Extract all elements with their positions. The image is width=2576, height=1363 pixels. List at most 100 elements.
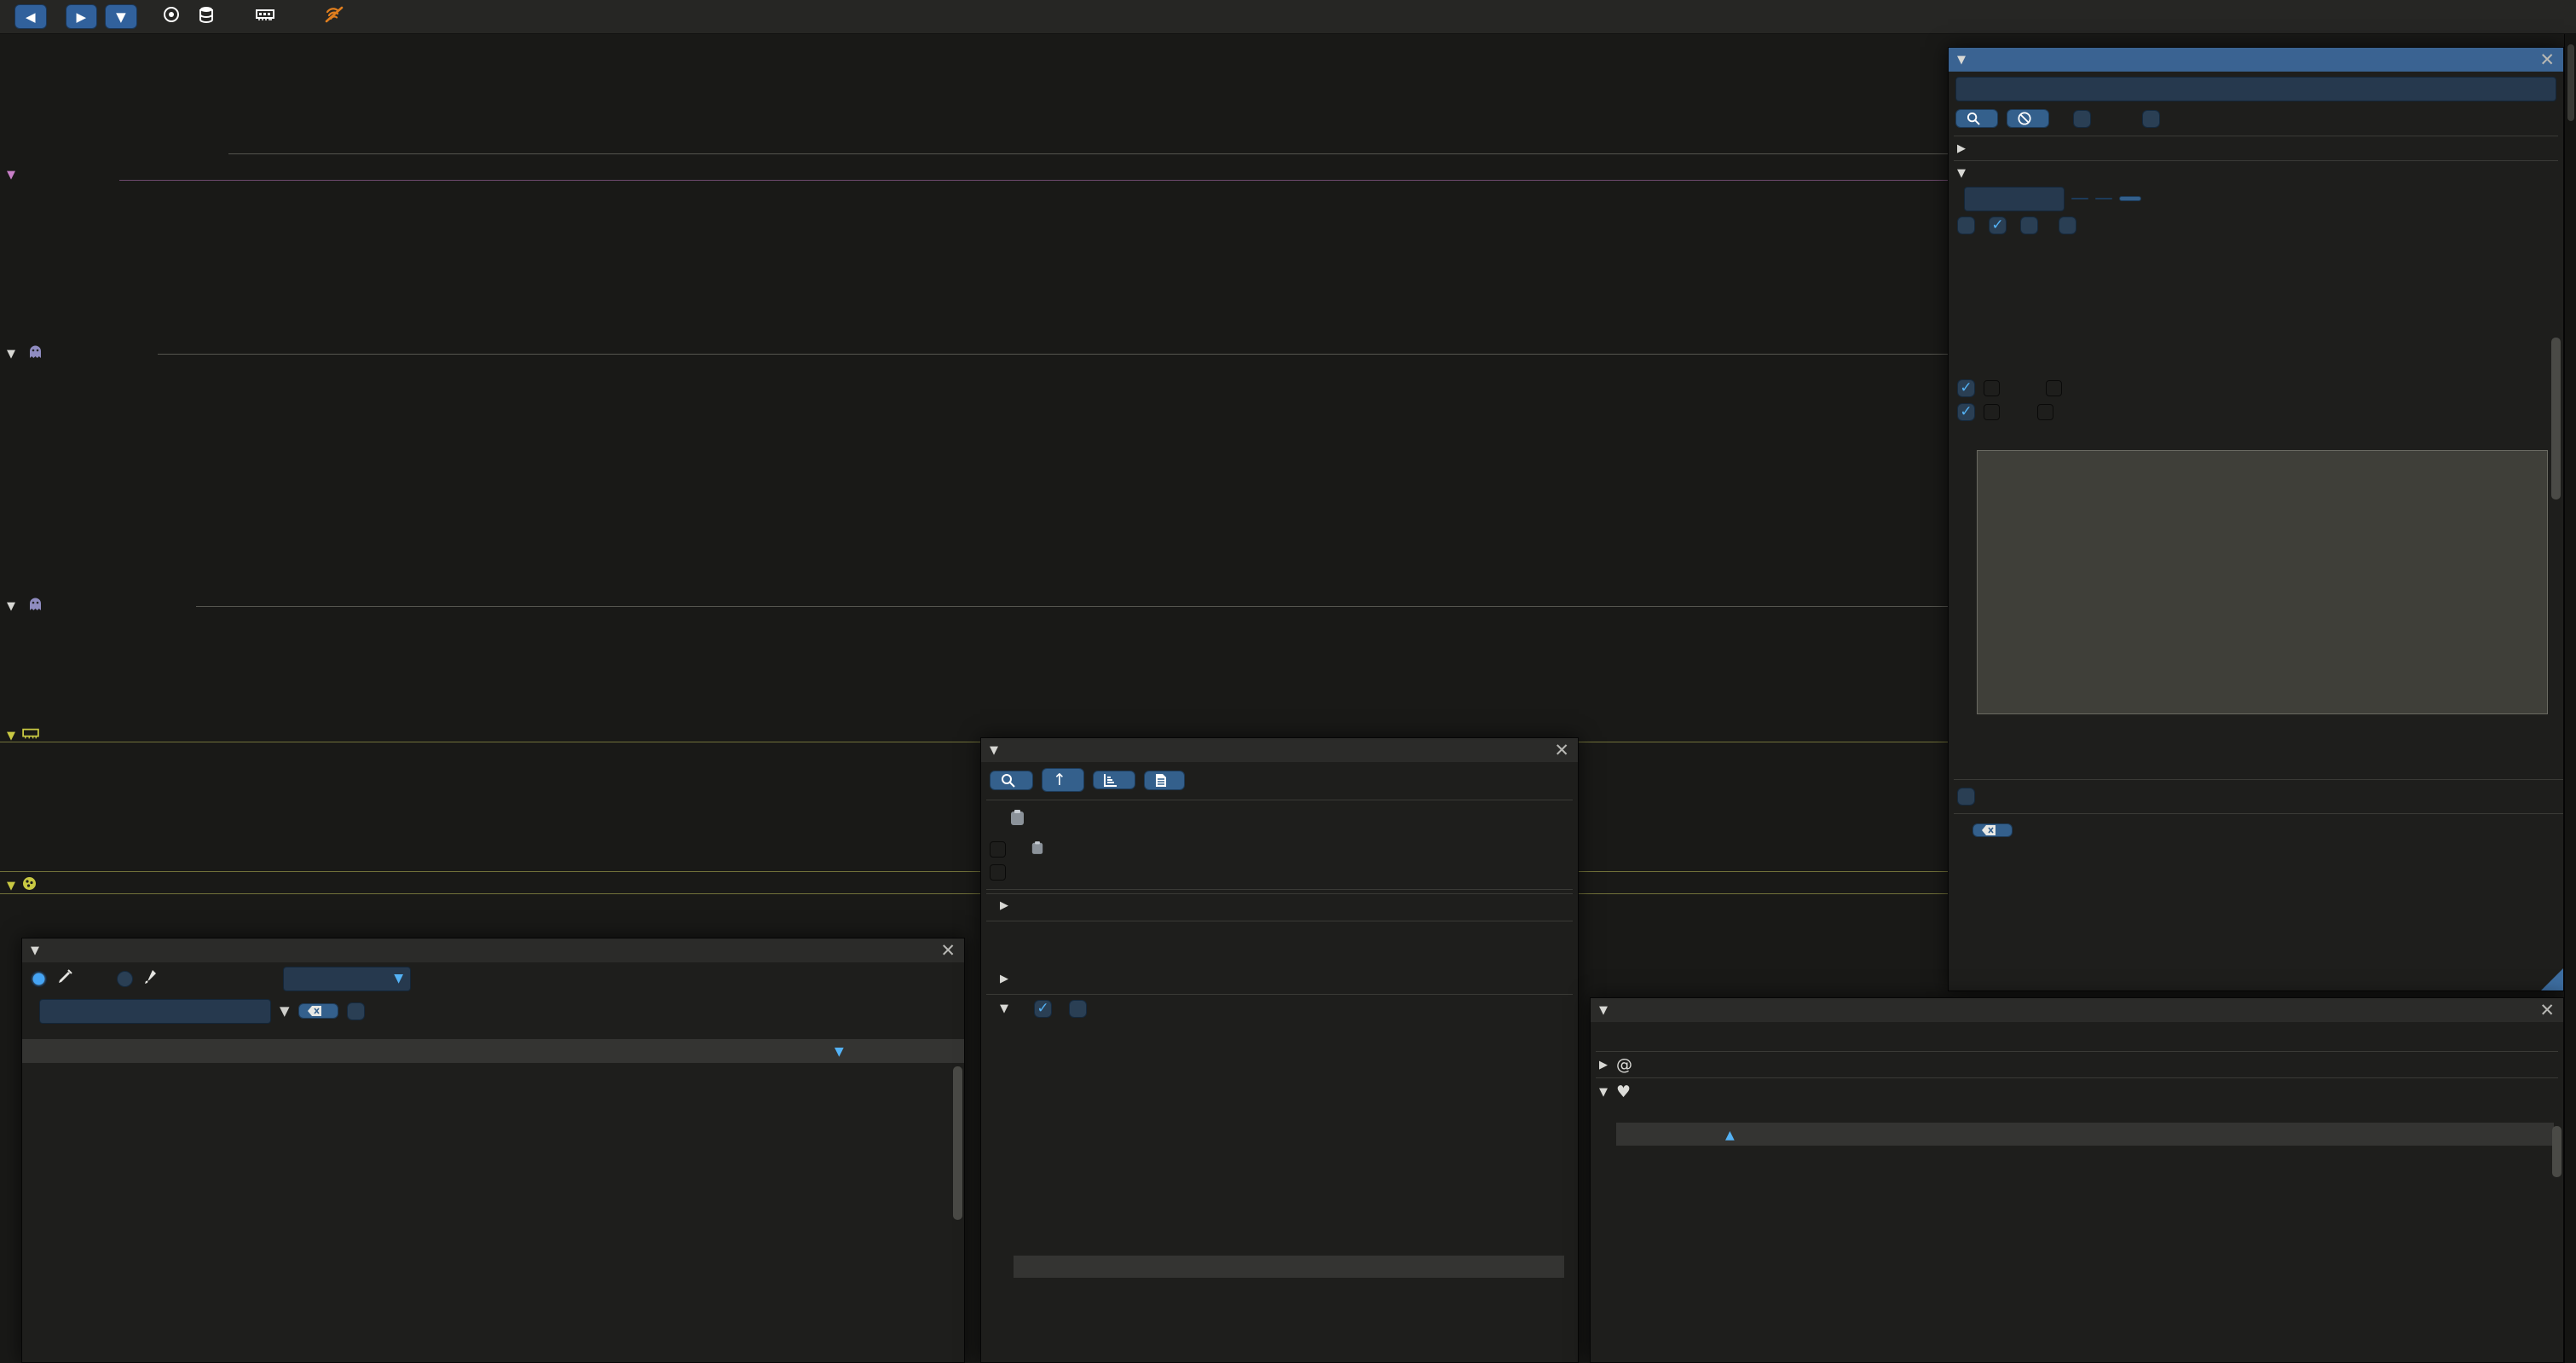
find-zone-scrollbar[interactable] xyxy=(2551,338,2561,500)
histogram-expander[interactable]: ▼ xyxy=(1949,161,2563,185)
sampling-radio[interactable] xyxy=(117,970,133,987)
clipboard-icon[interactable] xyxy=(1031,840,1043,859)
zoom-to-zone-button[interactable] xyxy=(990,770,1033,790)
cpu-usage-header[interactable]: ▼ xyxy=(7,876,50,895)
glthread-zones[interactable] xyxy=(0,380,1948,569)
go-to-parent-button[interactable]: ↑ xyxy=(1042,768,1084,792)
median-time-swatch xyxy=(2046,379,2062,396)
backspace-icon xyxy=(1982,824,1996,835)
instrumentation-icon xyxy=(57,968,72,989)
collapse-icon: ▼ xyxy=(7,169,15,182)
resize-grip[interactable] xyxy=(2541,968,2563,990)
backspace-icon xyxy=(307,1006,321,1016)
mute-icon[interactable] xyxy=(324,5,344,28)
matched-locations-expander[interactable]: ▶ xyxy=(1949,136,2563,160)
messages-table-header[interactable] xyxy=(1014,1256,1564,1278)
memory-usage-plot[interactable] xyxy=(0,745,1948,869)
found-zones-list xyxy=(1949,890,2563,990)
find-zone-titlebar[interactable]: ▼ ✕ xyxy=(1949,48,2563,72)
streaming-zones[interactable] xyxy=(0,638,1948,723)
instrumentation-radio[interactable] xyxy=(31,970,47,987)
window-scrollbar[interactable] xyxy=(2564,34,2576,1363)
messages-table-body xyxy=(1014,1278,1564,1362)
file-icon xyxy=(1155,773,1166,787)
close-icon[interactable]: ✕ xyxy=(2539,49,2555,70)
group-checkbox[interactable]: ✓ xyxy=(1957,402,1975,421)
collapse-icon[interactable]: ▼ xyxy=(1000,1002,1008,1015)
expand-icon: ▶ xyxy=(1599,1058,1608,1071)
statistics-titlebar[interactable]: ▼ ✕ xyxy=(22,939,964,962)
expand-icon: ▶ xyxy=(1957,141,1966,155)
show-zone-time-checkbox[interactable] xyxy=(1957,787,1975,806)
statistics-scrollbar[interactable] xyxy=(953,1066,962,1220)
limit-range-checkbox[interactable] xyxy=(346,1002,365,1020)
limit-range-checkbox[interactable] xyxy=(2142,109,2160,128)
collapse-icon: ▼ xyxy=(1599,1003,1608,1017)
ignore-case-checkbox[interactable] xyxy=(2073,109,2091,128)
collapse-icon: ▼ xyxy=(7,347,15,361)
timing-select[interactable]: ▼ xyxy=(283,966,411,991)
find-zone-histogram[interactable] xyxy=(1977,450,2548,714)
mean-time-swatch xyxy=(1984,379,2000,396)
close-icon[interactable]: ✕ xyxy=(940,939,956,961)
glthread-header[interactable]: ▼ xyxy=(7,344,42,363)
filter-input[interactable] xyxy=(39,998,271,1024)
zone-info-panel: ▼ ✕ ↑ ▶ xyxy=(980,737,1579,1363)
memory-scrollbar[interactable] xyxy=(2552,1126,2562,1177)
time-relative-checkbox[interactable]: ✓ xyxy=(1034,999,1052,1018)
location-color-swatch xyxy=(990,841,1006,858)
glthread-sample-dots[interactable] xyxy=(0,361,1948,375)
sort-asc-icon: ▲ xyxy=(1725,1129,1735,1142)
clear-found-button[interactable] xyxy=(1972,823,2013,837)
goto-frame-button[interactable]: ▼ xyxy=(105,4,137,29)
exclude-children-checkbox[interactable] xyxy=(1069,999,1087,1018)
ban-icon xyxy=(2018,112,2031,125)
zone-info-titlebar[interactable]: ▼ ✕ xyxy=(981,738,1578,762)
streaming-sample-dots[interactable] xyxy=(0,614,1948,627)
clear-button[interactable] xyxy=(2007,109,2049,128)
streaming-header[interactable]: ▼ xyxy=(7,597,42,615)
down-arrow-icon: ▼ xyxy=(116,9,126,25)
ram-icon xyxy=(255,6,274,27)
close-icon[interactable]: ✕ xyxy=(1554,739,1569,760)
close-icon[interactable]: ✕ xyxy=(2539,999,2555,1020)
clear-filter-button[interactable] xyxy=(297,1003,338,1019)
log-values-checkbox[interactable] xyxy=(1957,216,1975,234)
statistics-table-header[interactable]: ▼ xyxy=(22,1039,964,1063)
clipboard-icon[interactable] xyxy=(1010,809,1025,830)
cpu-core-rows xyxy=(0,228,1948,345)
find-zone-panel: ▼ ✕ ▶ ▼ ✓ xyxy=(1948,47,2564,991)
memory-panel: ▼ ✕ ▶ @ ▼ ♥ ▲ xyxy=(1590,997,2564,1363)
min-bin-increase-button[interactable] xyxy=(2095,198,2112,199)
sort-desc-icon: ▼ xyxy=(835,1045,844,1059)
prev-frame-button[interactable]: ◀ xyxy=(14,4,47,29)
wait-regions-expander[interactable]: ▶ xyxy=(981,894,1578,917)
collapse-icon: ▼ xyxy=(1957,53,1966,66)
min-bin-input[interactable] xyxy=(1964,186,2065,211)
allocations-list-expander[interactable]: ▶ xyxy=(981,967,1578,990)
statistics-panel: ▼ ✕ ▼ ▼ ▼ xyxy=(21,938,965,1363)
min-bin-decrease-button[interactable] xyxy=(2071,198,2088,199)
self-time-checkbox[interactable] xyxy=(2059,216,2076,234)
zone-statistics-button[interactable] xyxy=(1092,771,1135,789)
glthread-message-markers xyxy=(0,346,1948,361)
cumulate-time-checkbox[interactable] xyxy=(2020,216,2038,234)
log-time-checkbox[interactable]: ✓ xyxy=(1989,216,2007,234)
mean-median-checkbox[interactable]: ✓ xyxy=(1957,378,1975,397)
find-zone-search-input[interactable] xyxy=(1955,77,2556,101)
memory-table-header[interactable]: ▲ xyxy=(1616,1123,2554,1146)
reset-button[interactable] xyxy=(2119,196,2141,201)
next-frame-button[interactable]: ▶ xyxy=(65,4,98,29)
source-button[interactable] xyxy=(1143,770,1185,790)
find-button[interactable] xyxy=(1955,109,1998,128)
collapse-icon: ▼ xyxy=(990,743,998,757)
allocations-expander[interactable]: ▶ @ xyxy=(1591,1052,2563,1077)
cpu-data-header[interactable]: ▼ xyxy=(7,169,22,182)
cpu-usage-plot[interactable] xyxy=(0,897,1948,938)
memory-usage-header[interactable]: ▼ xyxy=(7,726,53,745)
active-allocations-expander[interactable]: ▼ ♥ xyxy=(1591,1078,2563,1106)
glthread-state-line xyxy=(0,375,1948,379)
memory-titlebar[interactable]: ▼ ✕ xyxy=(1591,998,2563,1022)
filter-icon[interactable]: ▼ xyxy=(280,1003,290,1019)
